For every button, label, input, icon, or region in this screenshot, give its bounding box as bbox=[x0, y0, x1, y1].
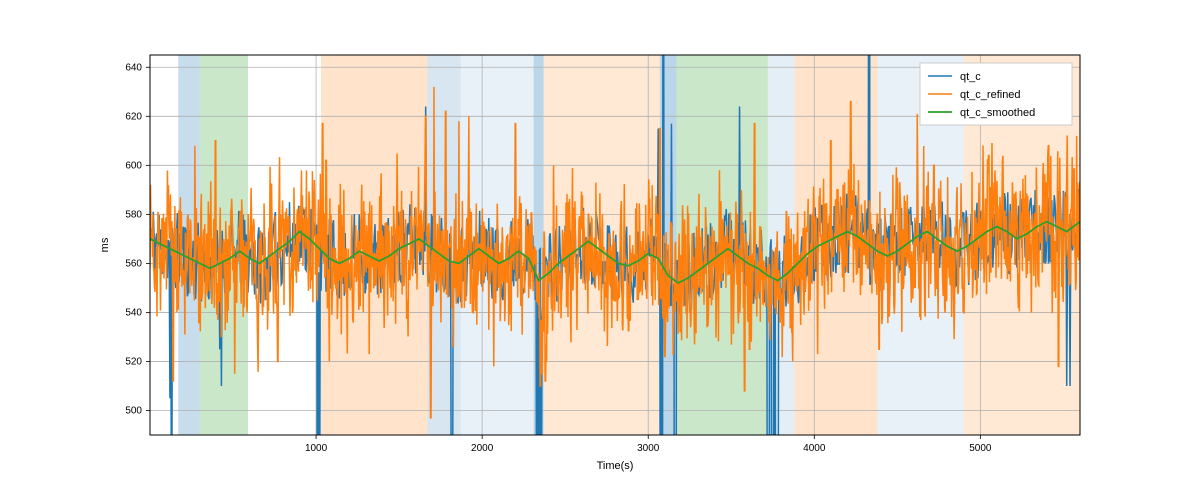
chart-figure: 1000 2000 3000 4000 5000 500 520 540 560 580 600 62… bbox=[0, 0, 1200, 500]
x-tick-label: 2000 bbox=[471, 443, 494, 454]
y-tick-label: 640 bbox=[125, 62, 142, 73]
x-tick-label: 3000 bbox=[637, 443, 660, 454]
plot-svg: 1000 2000 3000 4000 5000 500 520 540 560 580 600 62… bbox=[0, 0, 1200, 500]
y-tick-label: 580 bbox=[125, 209, 142, 220]
legend-label: qt_c_refined bbox=[960, 89, 1021, 101]
x-tick-label: 5000 bbox=[969, 443, 992, 454]
legend: qt_c qt_c_refined qt_c_smoothed bbox=[920, 63, 1072, 125]
x-axis-label: Time(s) bbox=[597, 460, 634, 472]
legend-label: qt_c_smoothed bbox=[960, 107, 1035, 119]
y-tick-label: 540 bbox=[125, 307, 142, 318]
y-axis-label: ms bbox=[99, 237, 111, 252]
y-tick-label: 620 bbox=[125, 111, 142, 122]
legend-label: qt_c bbox=[960, 71, 981, 83]
x-tick-label: 1000 bbox=[305, 443, 328, 454]
y-tick-label: 560 bbox=[125, 258, 142, 269]
y-tick-label: 520 bbox=[125, 356, 142, 367]
y-tick-label: 500 bbox=[125, 405, 142, 416]
y-tick-label: 600 bbox=[125, 160, 142, 171]
x-tick-label: 4000 bbox=[803, 443, 826, 454]
